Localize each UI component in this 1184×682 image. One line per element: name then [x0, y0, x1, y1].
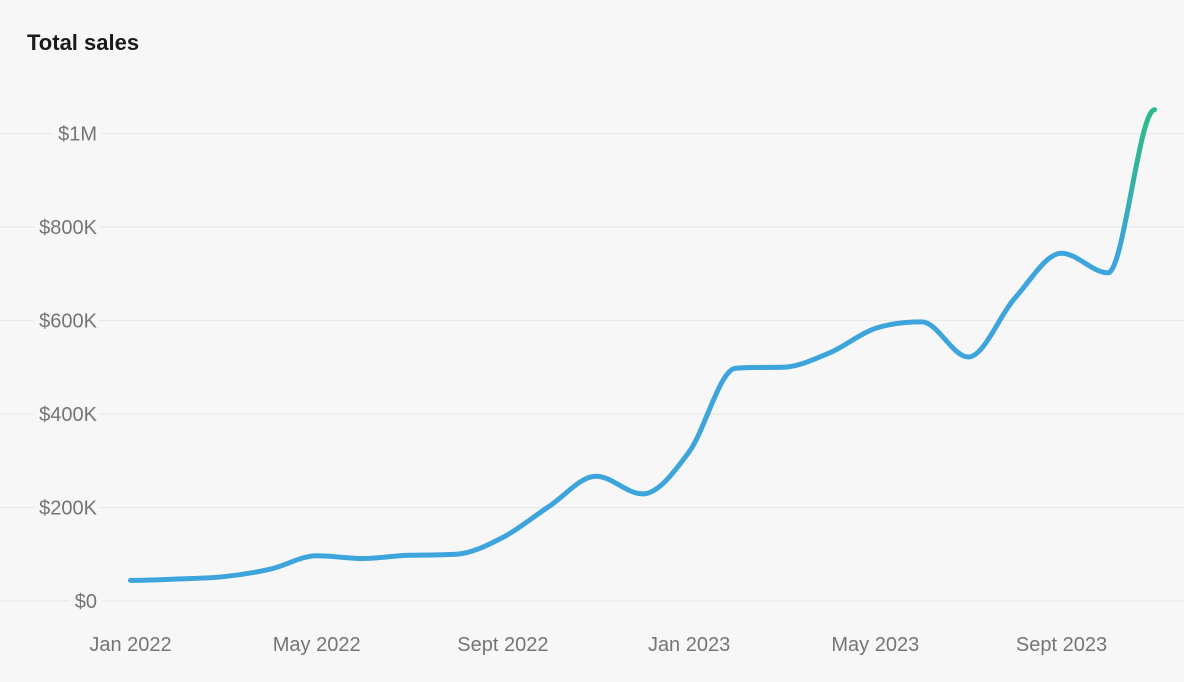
- y-axis-tick-label: $600K: [39, 311, 97, 333]
- y-axis-tick-label: $800K: [39, 217, 97, 239]
- x-axis-tick-label: Sept 2022: [457, 634, 548, 656]
- y-axis-tick-label: $200K: [39, 498, 97, 520]
- x-axis-tick-label: Jan 2023: [648, 634, 730, 656]
- y-axis-tick-label: $0: [75, 591, 97, 613]
- x-axis-tick-label: Sept 2023: [1016, 634, 1107, 656]
- x-axis-tick-label: Jan 2022: [89, 634, 171, 656]
- sales-line-series: [128, 107, 1158, 583]
- x-axis-tick-label: May 2022: [273, 634, 361, 656]
- y-axis-tick-label: $400K: [39, 404, 97, 426]
- chart-title: Total sales: [27, 30, 140, 55]
- x-axis-tick-label: May 2023: [831, 634, 919, 656]
- y-axis-tick-label: $1M: [58, 124, 97, 146]
